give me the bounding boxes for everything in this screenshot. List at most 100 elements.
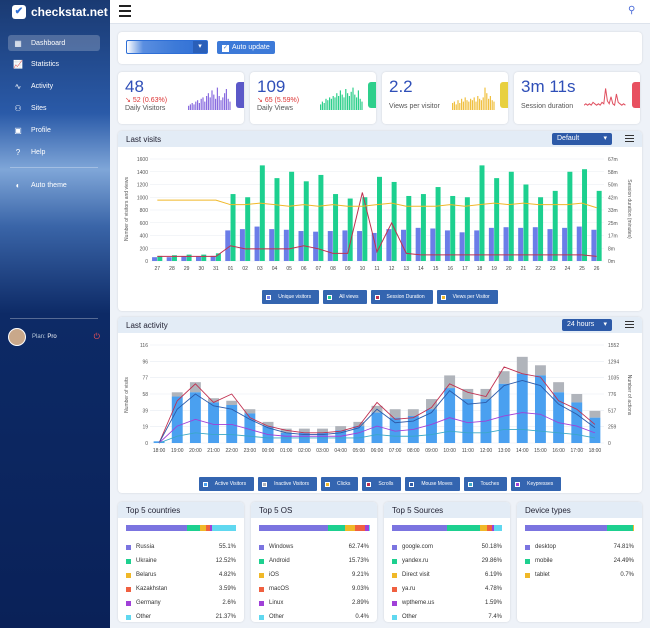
site-select[interactable]: ▾: [126, 40, 208, 54]
share-segment[interactable]: [633, 525, 634, 531]
unique-visitors-bar[interactable]: [547, 229, 553, 261]
list-item[interactable]: Belarus 4.82%: [126, 572, 236, 578]
stat-tab[interactable]: [500, 82, 508, 108]
unique-visitors-bar[interactable]: [386, 229, 392, 261]
all-views-bar[interactable]: [171, 255, 177, 261]
active-visitors-bar[interactable]: [189, 392, 201, 443]
sidebar-item-activity[interactable]: ∿ Activity: [8, 78, 100, 94]
share-segment[interactable]: [355, 525, 366, 531]
list-item[interactable]: Ukraine 12.52%: [126, 558, 236, 564]
share-segment[interactable]: [259, 525, 328, 531]
share-segment[interactable]: [486, 525, 493, 531]
unique-visitors-bar[interactable]: [459, 232, 465, 261]
share-segment[interactable]: [345, 525, 356, 531]
legend-item[interactable]: Scrolls: [362, 477, 402, 491]
list-item[interactable]: Android 15.73%: [259, 558, 369, 564]
unique-visitors-bar[interactable]: [313, 231, 319, 261]
all-views-bar[interactable]: [406, 195, 412, 261]
unique-visitors-bar[interactable]: [474, 230, 480, 261]
legend-item[interactable]: Views per Visitor: [436, 290, 498, 304]
active-visitors-bar[interactable]: [589, 417, 601, 443]
inactive-visitors-bar[interactable]: [335, 426, 347, 431]
list-item[interactable]: iOS 9.21%: [259, 572, 369, 578]
list-item[interactable]: Other 7.4%: [392, 614, 502, 620]
chart-menu-icon[interactable]: [625, 321, 634, 329]
inactive-visitors-bar[interactable]: [407, 409, 419, 416]
inactive-visitors-bar[interactable]: [571, 394, 583, 403]
list-item[interactable]: wptheme.us 1.59%: [392, 600, 502, 606]
share-segment[interactable]: [447, 525, 481, 531]
all-views-bar[interactable]: [582, 169, 588, 261]
inactive-visitors-bar[interactable]: [480, 388, 492, 400]
unique-visitors-bar[interactable]: [562, 227, 568, 261]
unique-visitors-bar[interactable]: [342, 230, 348, 261]
share-segment[interactable]: [392, 525, 448, 531]
all-views-bar[interactable]: [420, 194, 426, 261]
share-segment[interactable]: [606, 525, 634, 531]
unique-visitors-bar[interactable]: [269, 229, 275, 261]
all-views-bar[interactable]: [259, 165, 265, 261]
unique-visitors-bar[interactable]: [210, 255, 216, 261]
share-segment[interactable]: [126, 525, 187, 531]
legend-item[interactable]: Mouse Moves: [405, 477, 461, 491]
all-views-bar[interactable]: [567, 171, 573, 261]
inactive-visitors-bar[interactable]: [298, 428, 310, 433]
legend-item[interactable]: Touches: [464, 477, 508, 491]
all-views-bar[interactable]: [347, 198, 353, 261]
all-views-bar[interactable]: [201, 254, 207, 261]
unique-visitors-bar[interactable]: [503, 227, 509, 261]
unique-visitors-bar[interactable]: [327, 231, 333, 261]
active-visitors-bar[interactable]: [371, 412, 383, 443]
active-visitors-bar[interactable]: [571, 402, 583, 443]
legend-item[interactable]: Inactive Visitors: [258, 477, 317, 491]
list-item[interactable]: Other 0.4%: [259, 614, 369, 620]
all-views-bar[interactable]: [435, 187, 441, 261]
sidebar-item-profile[interactable]: ▣ Profile: [8, 122, 100, 138]
list-item[interactable]: yandex.ru 29.86%: [392, 558, 502, 564]
all-views-bar[interactable]: [230, 194, 236, 261]
unique-visitors-bar[interactable]: [225, 230, 231, 261]
all-views-bar[interactable]: [479, 165, 485, 261]
unique-visitors-bar[interactable]: [152, 257, 158, 261]
list-item[interactable]: Other 21.37%: [126, 614, 236, 620]
legend-item[interactable]: Clicks: [321, 477, 359, 491]
all-views-bar[interactable]: [391, 181, 397, 261]
last-activity-select[interactable]: 24 hours ▾: [562, 319, 612, 331]
unique-visitors-bar[interactable]: [488, 227, 494, 261]
sidebar-item-help[interactable]: ? Help: [8, 144, 100, 160]
inactive-visitors-bar[interactable]: [171, 392, 183, 397]
stat-tab[interactable]: [368, 82, 376, 108]
share-segment[interactable]: [525, 525, 607, 531]
active-visitors-bar[interactable]: [498, 383, 510, 443]
inactive-visitors-bar[interactable]: [226, 400, 238, 405]
unique-visitors-bar[interactable]: [444, 230, 450, 261]
stat-tab[interactable]: [632, 82, 640, 108]
list-item[interactable]: tablet 0.7%: [525, 572, 634, 578]
all-views-bar[interactable]: [333, 194, 339, 261]
sidebar-item-sites[interactable]: ⚇ Sites: [8, 100, 100, 116]
inactive-visitors-bar[interactable]: [426, 399, 437, 410]
stat-tab[interactable]: [236, 82, 244, 108]
all-views-bar[interactable]: [157, 255, 163, 261]
inactive-visitors-bar[interactable]: [462, 388, 474, 400]
auto-update-toggle[interactable]: ✓ Auto update: [217, 41, 275, 54]
all-views-bar[interactable]: [494, 178, 500, 261]
all-views-bar[interactable]: [274, 178, 280, 261]
inactive-visitors-bar[interactable]: [208, 398, 220, 403]
unique-visitors-bar[interactable]: [415, 227, 421, 261]
share-segment[interactable]: [212, 525, 236, 531]
unique-visitors-bar[interactable]: [283, 229, 289, 261]
active-visitors-bar[interactable]: [553, 392, 565, 443]
all-views-bar[interactable]: [596, 190, 602, 261]
all-views-bar[interactable]: [523, 184, 529, 262]
inactive-visitors-bar[interactable]: [189, 382, 201, 393]
unique-visitors-bar[interactable]: [591, 229, 597, 261]
all-views-bar[interactable]: [362, 197, 368, 261]
inactive-visitors-bar[interactable]: [317, 428, 328, 433]
share-segment[interactable]: [205, 525, 210, 531]
active-visitors-bar[interactable]: [353, 426, 365, 443]
inactive-visitors-bar[interactable]: [444, 375, 456, 389]
sidebar-item-statistics[interactable]: 📈 Statistics: [8, 56, 100, 72]
sidebar-item-auto-theme[interactable]: ◐ Auto theme: [8, 177, 100, 193]
notification-icon[interactable]: ⚲: [628, 5, 636, 16]
